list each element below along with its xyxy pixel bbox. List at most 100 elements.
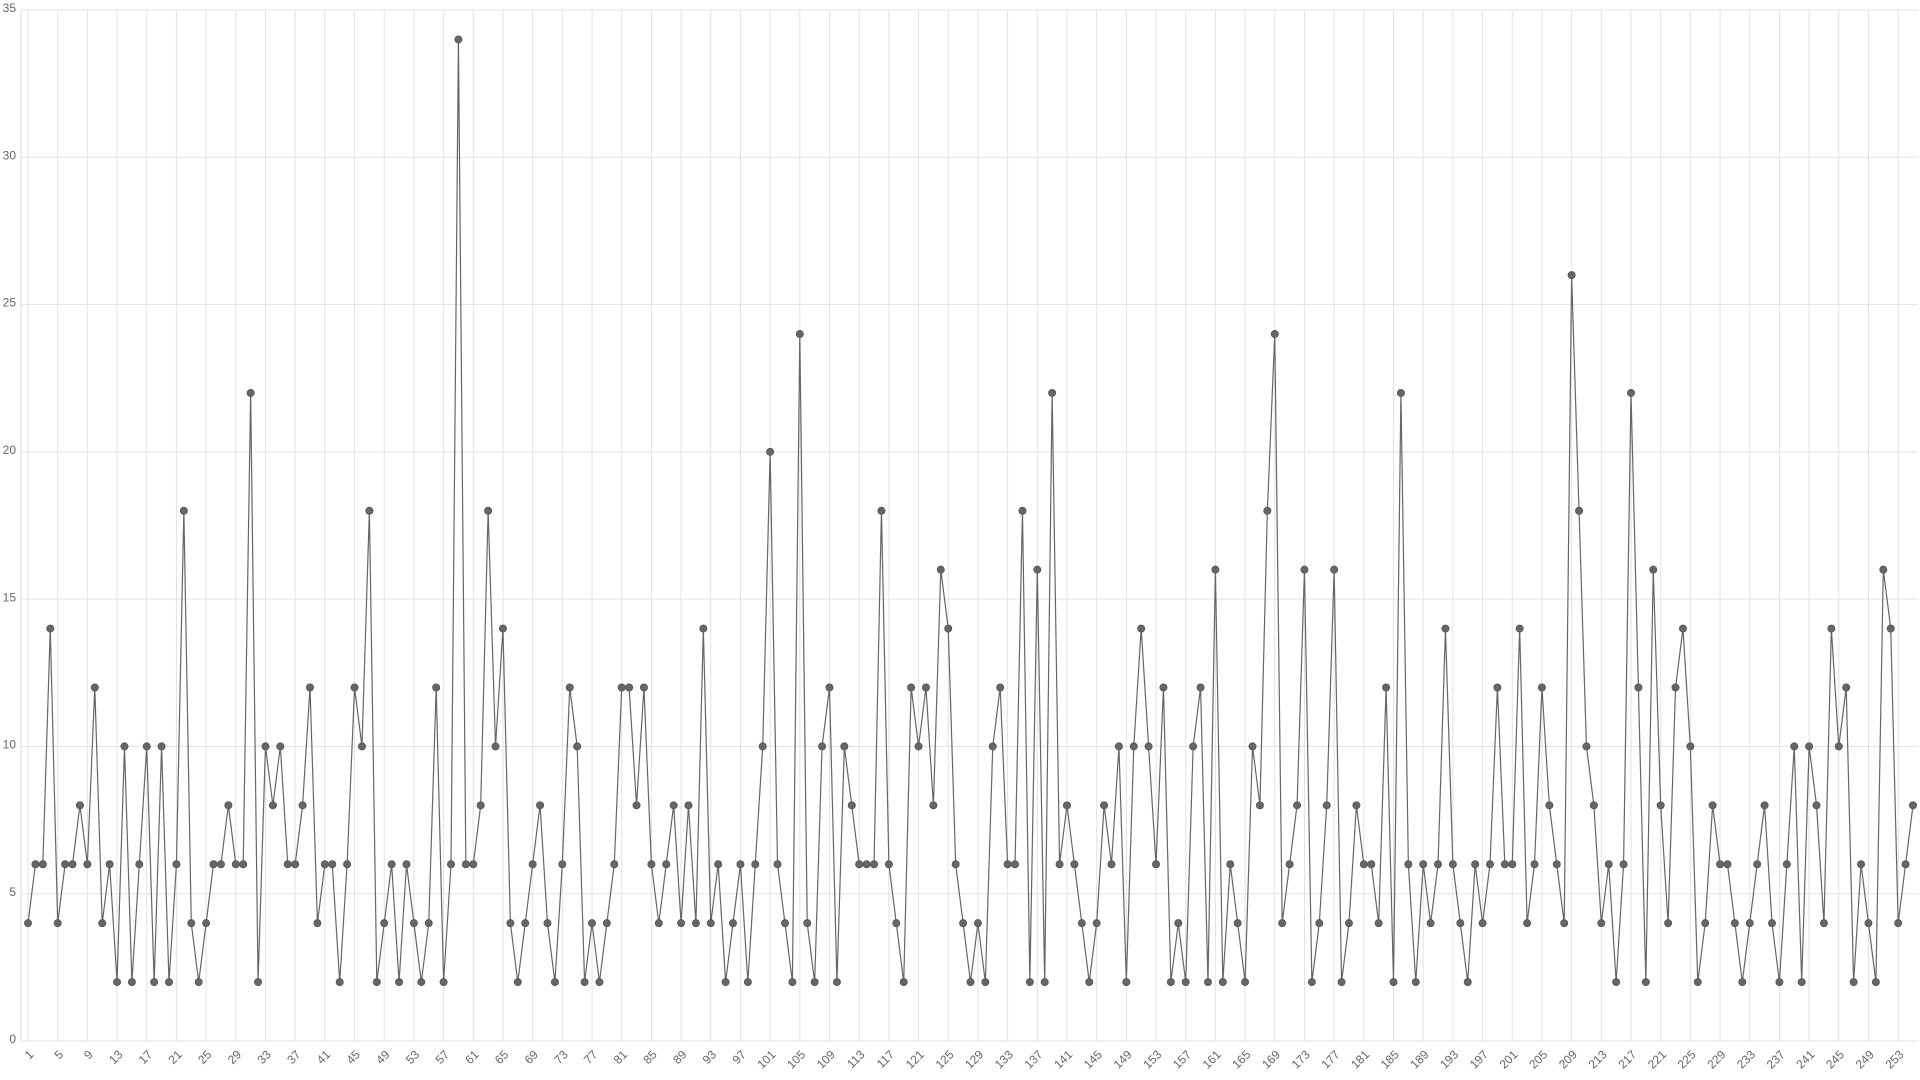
data-point: [90, 683, 99, 692]
data-point: [83, 860, 92, 869]
x-tick-label: 125: [933, 1047, 957, 1071]
data-point: [1092, 919, 1101, 928]
data-point: [1404, 860, 1413, 869]
data-point: [825, 683, 834, 692]
data-point: [261, 742, 270, 751]
data-point: [521, 919, 530, 928]
data-point: [224, 801, 233, 810]
data-point: [313, 919, 322, 928]
data-point: [1500, 860, 1509, 869]
data-point: [1827, 624, 1836, 633]
data-point: [1797, 978, 1806, 987]
x-tick-label: 209: [1556, 1047, 1580, 1071]
x-tick-label: 57: [433, 1047, 453, 1067]
data-point: [862, 860, 871, 869]
data-point: [1144, 742, 1153, 751]
data-point: [1886, 624, 1895, 633]
data-point: [1196, 683, 1205, 692]
data-point: [1493, 683, 1502, 692]
data-point: [1545, 801, 1554, 810]
data-point: [1582, 742, 1591, 751]
data-point: [1203, 978, 1212, 987]
x-tick-label: 221: [1645, 1047, 1669, 1071]
data-point: [98, 919, 107, 928]
data-point: [283, 860, 292, 869]
data-point: [870, 860, 879, 869]
data-point: [127, 978, 136, 987]
data-point: [424, 919, 433, 928]
data-point: [1048, 388, 1057, 397]
data-point: [536, 801, 545, 810]
data-point: [1062, 801, 1071, 810]
data-point: [1523, 919, 1532, 928]
data-point: [550, 978, 559, 987]
data-point: [773, 860, 782, 869]
data-point: [1330, 565, 1339, 574]
x-tick-label: 129: [962, 1047, 986, 1071]
x-tick-label: 9: [81, 1047, 96, 1062]
x-tick-label: 29: [225, 1047, 245, 1067]
data-point: [669, 801, 678, 810]
data-point: [617, 683, 626, 692]
data-point: [75, 801, 84, 810]
data-point: [1218, 978, 1227, 987]
data-point: [120, 742, 129, 751]
x-tick-label: 1: [22, 1047, 37, 1062]
data-point: [1293, 801, 1302, 810]
data-point: [721, 978, 730, 987]
data-line: [27, 39, 1914, 983]
data-point: [1419, 860, 1428, 869]
data-point: [365, 506, 374, 515]
data-point: [1315, 919, 1324, 928]
data-point: [1612, 978, 1621, 987]
data-point: [172, 860, 181, 869]
data-point: [1211, 565, 1220, 574]
data-point: [714, 860, 723, 869]
data-point: [202, 919, 211, 928]
data-point: [1634, 683, 1643, 692]
y-tick-label: 15: [3, 590, 17, 604]
x-tick-label: 81: [611, 1047, 631, 1067]
x-tick-label: 37: [284, 1047, 304, 1067]
x-tick-label: 113: [844, 1047, 868, 1071]
data-point: [31, 860, 40, 869]
data-point: [1738, 978, 1747, 987]
data-point: [1448, 860, 1457, 869]
data-point: [1040, 978, 1049, 987]
data-point: [1664, 919, 1673, 928]
y-tick-label: 25: [3, 296, 17, 310]
data-point: [61, 860, 70, 869]
data-point: [68, 860, 77, 869]
data-point: [1174, 919, 1183, 928]
data-point: [1463, 978, 1472, 987]
data-point: [276, 742, 285, 751]
data-point: [46, 624, 55, 633]
data-point: [914, 742, 923, 751]
x-tick-label: 233: [1734, 1047, 1758, 1071]
x-tick-label: 5: [51, 1047, 66, 1062]
data-point: [1055, 860, 1064, 869]
x-tick-label: 177: [1318, 1047, 1342, 1071]
data-point: [380, 919, 389, 928]
data-point: [959, 919, 968, 928]
x-tick-label: 217: [1615, 1047, 1639, 1071]
data-point: [1678, 624, 1687, 633]
x-tick-label: 249: [1853, 1047, 1877, 1071]
data-point: [1805, 742, 1814, 751]
x-tick-label: 49: [373, 1047, 393, 1067]
data-point: [1018, 506, 1027, 515]
data-point: [231, 860, 240, 869]
y-tick-label: 30: [3, 148, 17, 162]
data-point: [1767, 919, 1776, 928]
data-point: [996, 683, 1005, 692]
data-point: [832, 978, 841, 987]
data-point: [1100, 801, 1109, 810]
data-point: [1011, 860, 1020, 869]
data-point: [1456, 919, 1465, 928]
data-point: [1656, 801, 1665, 810]
data-point: [1745, 919, 1754, 928]
data-point: [1285, 860, 1294, 869]
data-point: [944, 624, 953, 633]
data-point: [179, 506, 188, 515]
